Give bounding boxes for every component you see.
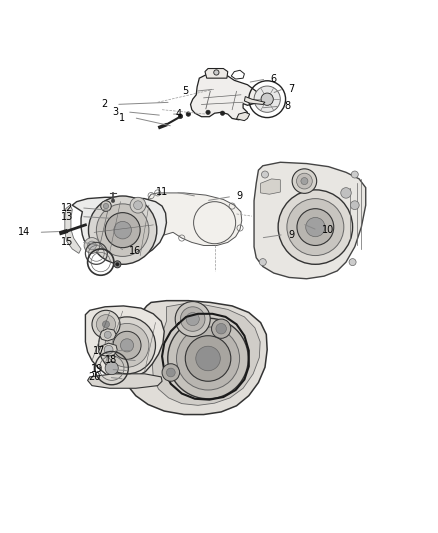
Circle shape (292, 169, 317, 193)
Polygon shape (72, 197, 166, 260)
Circle shape (287, 199, 344, 255)
Text: 9: 9 (288, 230, 294, 239)
Circle shape (114, 261, 121, 268)
Text: 15: 15 (61, 237, 74, 247)
Text: 8: 8 (285, 101, 291, 111)
Text: 1: 1 (119, 112, 125, 123)
Circle shape (111, 199, 115, 203)
Polygon shape (244, 96, 265, 104)
Circle shape (186, 112, 191, 116)
Text: 9: 9 (237, 191, 243, 201)
Circle shape (92, 310, 120, 338)
Polygon shape (88, 374, 162, 388)
Polygon shape (144, 193, 242, 246)
Circle shape (301, 177, 308, 184)
Circle shape (178, 114, 183, 118)
Polygon shape (85, 306, 164, 379)
Text: 2: 2 (101, 100, 107, 109)
Circle shape (88, 241, 96, 250)
Circle shape (168, 318, 248, 399)
Circle shape (162, 364, 180, 381)
Text: 14: 14 (18, 228, 31, 237)
Circle shape (261, 171, 268, 178)
Circle shape (220, 111, 225, 115)
Circle shape (214, 70, 219, 75)
Text: 6: 6 (271, 74, 277, 84)
Circle shape (105, 361, 118, 375)
Circle shape (104, 345, 113, 354)
Circle shape (130, 197, 146, 213)
Polygon shape (100, 329, 116, 341)
Circle shape (278, 190, 353, 264)
Polygon shape (191, 74, 258, 120)
Text: 7: 7 (288, 84, 294, 94)
Circle shape (105, 324, 149, 367)
Polygon shape (261, 179, 280, 194)
Text: 12: 12 (61, 203, 74, 213)
Polygon shape (152, 304, 260, 405)
Circle shape (99, 317, 155, 374)
Circle shape (105, 213, 140, 248)
Circle shape (341, 188, 351, 198)
Circle shape (96, 204, 149, 256)
Polygon shape (237, 112, 250, 120)
Circle shape (103, 204, 109, 209)
Circle shape (96, 314, 116, 334)
Polygon shape (254, 162, 366, 279)
Circle shape (88, 196, 157, 264)
Circle shape (114, 221, 131, 239)
Circle shape (116, 263, 119, 266)
Circle shape (134, 201, 142, 209)
Circle shape (120, 339, 134, 352)
Circle shape (259, 259, 266, 265)
Circle shape (104, 332, 111, 338)
Circle shape (306, 217, 325, 237)
Text: 20: 20 (88, 373, 101, 382)
Circle shape (101, 201, 111, 211)
Circle shape (206, 110, 210, 115)
Circle shape (350, 201, 359, 209)
Circle shape (185, 336, 231, 381)
Polygon shape (65, 205, 81, 253)
Polygon shape (99, 343, 117, 356)
Text: 17: 17 (93, 345, 105, 356)
Text: 4: 4 (175, 109, 181, 119)
Circle shape (216, 324, 226, 334)
Circle shape (186, 312, 199, 326)
Polygon shape (120, 301, 267, 415)
Text: 3: 3 (112, 107, 118, 117)
Circle shape (212, 319, 231, 338)
Circle shape (84, 238, 100, 253)
Circle shape (180, 307, 205, 332)
Text: 10: 10 (322, 225, 334, 235)
Text: 13: 13 (61, 212, 74, 222)
Circle shape (297, 209, 334, 246)
Text: 19: 19 (91, 365, 103, 374)
Text: 16: 16 (129, 246, 141, 256)
Polygon shape (205, 69, 228, 78)
Circle shape (254, 86, 280, 112)
Text: 5: 5 (182, 86, 188, 96)
Circle shape (177, 327, 240, 390)
Circle shape (297, 173, 312, 189)
Circle shape (102, 321, 110, 328)
Text: 18: 18 (105, 355, 117, 365)
Circle shape (351, 171, 358, 178)
Circle shape (113, 332, 141, 359)
Circle shape (196, 346, 220, 371)
Circle shape (261, 93, 273, 106)
Circle shape (349, 259, 356, 265)
Circle shape (175, 302, 210, 336)
Circle shape (166, 368, 175, 377)
Text: 11: 11 (156, 187, 169, 197)
